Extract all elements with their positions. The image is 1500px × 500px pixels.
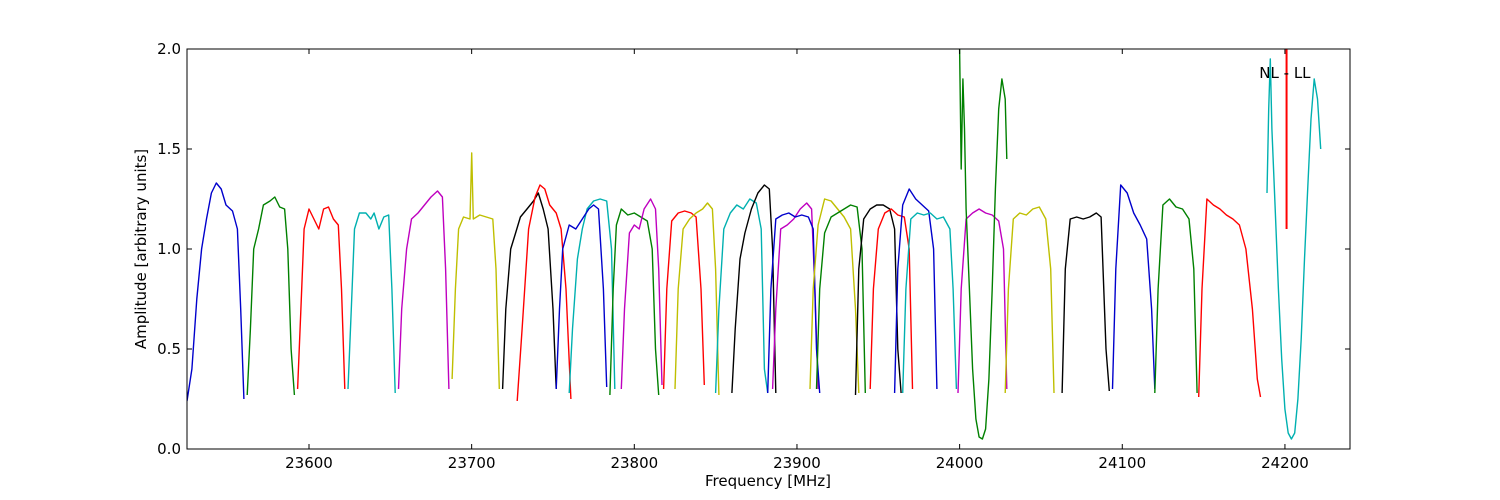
series-line-11: [609, 208, 660, 396]
series-line-5: [397, 190, 450, 390]
series-line-27: [1004, 206, 1055, 394]
y-axis-label: Amplitude [arbitrary units]: [132, 149, 150, 349]
series-line-31: [1198, 198, 1262, 398]
series-line-22: [869, 208, 914, 390]
series-line-26: [958, 49, 1008, 440]
x-tick-label: 23900: [773, 454, 821, 472]
y-tick-label: 1.0: [157, 240, 181, 258]
series-line-2: [246, 196, 296, 396]
series-line-23: [893, 188, 938, 394]
annotation-label: NL - LL: [1259, 64, 1311, 82]
series-line-6: [451, 152, 500, 390]
series-line-7: [501, 192, 557, 390]
series-line-28: [1061, 212, 1110, 394]
series-line-20: [815, 204, 866, 394]
y-tick-label: 2.0: [157, 40, 181, 58]
series-line-15: [714, 198, 769, 394]
series-line-1: [187, 182, 245, 402]
annotation-layer: NL - LL: [1259, 64, 1311, 82]
x-tick-label: 24200: [1261, 454, 1309, 472]
y-ticks: 0.0 0.5 1.0 1.5 2.0: [157, 40, 1350, 458]
series-layer: [187, 49, 1322, 440]
series-line-14: [674, 202, 720, 396]
x-ticks: 23600 23700 23800 23900 24000 24100 24200: [285, 49, 1309, 472]
series-line-25: [957, 208, 1008, 394]
x-tick-label: 23700: [448, 454, 496, 472]
series-line-10: [555, 204, 608, 390]
series-line-30: [1154, 198, 1198, 394]
series-line-4: [347, 212, 396, 394]
y-tick-label: 0.5: [157, 340, 181, 358]
series-line-9: [568, 198, 616, 394]
series-line-13: [662, 210, 705, 390]
x-tick-label: 24000: [936, 454, 984, 472]
x-tick-label: 23600: [285, 454, 333, 472]
series-line-32: [1266, 58, 1322, 440]
y-tick-label: 1.5: [157, 140, 181, 158]
x-tick-label: 24100: [1098, 454, 1146, 472]
series-line-29: [1111, 184, 1156, 390]
series-line-12: [620, 198, 663, 390]
x-tick-label: 23800: [610, 454, 658, 472]
series-line-16: [731, 184, 777, 394]
x-axis-label: Frequency [MHz]: [705, 472, 831, 490]
y-tick-label: 0.0: [157, 440, 181, 458]
series-line-21: [854, 204, 902, 396]
series-line-24: [902, 212, 958, 394]
series-line-3: [296, 206, 346, 390]
series-line-19: [809, 198, 860, 394]
